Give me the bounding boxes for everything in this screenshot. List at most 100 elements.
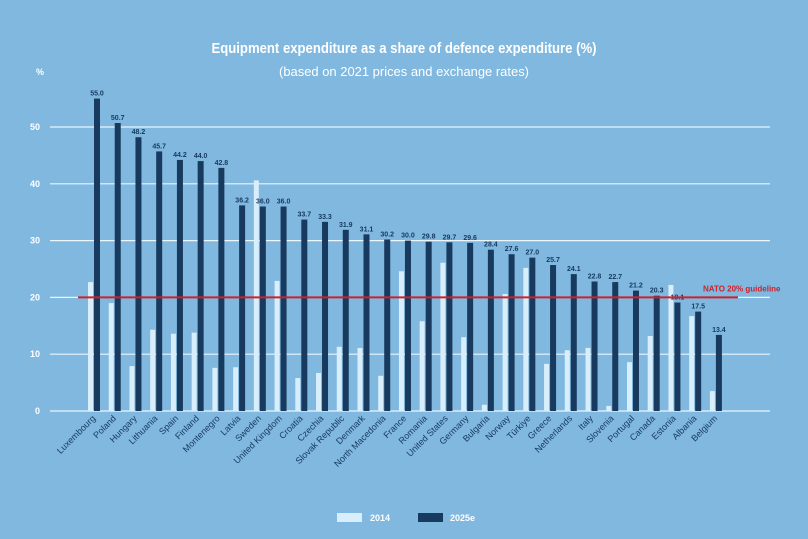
bar-2025e [632,290,639,411]
legend-swatch-2014 [337,513,362,522]
legend-swatch-2025e [418,513,443,522]
bar-2014 [316,372,322,411]
bar-2025e [715,334,722,411]
bar-2014 [398,271,404,411]
bar-2014 [129,366,135,411]
legend-label-2025e: 2025e [450,513,475,523]
y-tick-label: 50 [30,122,40,132]
bar-2014 [336,346,342,411]
data-label-2025e: 44.0 [194,153,208,160]
bar-2025e [404,240,411,411]
bar-2014 [170,333,176,411]
bar-2025e [218,167,225,411]
data-label-2025e: 42.8 [215,160,229,167]
data-label-2025e: 25.7 [546,257,560,264]
bar-2014 [564,350,570,411]
bar-2025e [239,205,246,411]
y-tick-label: 40 [30,179,40,189]
data-label-2025e: 27.0 [526,250,540,257]
y-axis-label: % [36,67,44,77]
bar-2014 [108,303,114,411]
bar-2025e [612,282,619,411]
data-label-2025e: 55.0 [90,91,104,98]
bar-2025e [508,254,515,411]
data-label-2025e: 20.3 [650,288,664,295]
bar-2025e [280,206,287,411]
bar-2014 [233,367,239,411]
legend: 2014 2025e [337,513,475,523]
bar-2025e [135,137,142,411]
data-label-2025e: 29.6 [463,235,477,242]
data-label-2025e: 30.2 [380,231,394,238]
data-label-2025e: 22.8 [588,273,602,280]
data-label-2025e: 36.2 [235,197,249,204]
bar-2014 [502,293,508,411]
bar-2025e [591,281,598,411]
bar-2025e [342,229,349,411]
bar-2014 [606,405,612,411]
bar-2014 [253,180,259,411]
data-label-2025e: 33.3 [318,214,332,221]
data-label-2025e: 31.1 [360,226,374,233]
bar-2014 [626,362,632,411]
y-tick-label: 0 [35,406,40,416]
bar-2014 [544,363,550,411]
bar-2014 [357,347,363,411]
bar-2014 [461,337,467,411]
bar-2014 [150,329,156,411]
bar-2025e [176,159,183,411]
bar-2014 [585,347,591,411]
data-label-2025e: 29.8 [422,234,436,241]
y-tick-label: 20 [30,292,40,302]
bar-2014 [419,321,425,411]
bar-2025e [425,241,432,411]
data-label-2025e: 24.1 [567,266,581,273]
data-label-2025e: 22.7 [608,274,622,281]
bar-2025e [674,302,681,411]
bar-2014 [440,262,446,411]
data-label-2025e: 30.0 [401,233,415,240]
bar-2025e [156,151,163,411]
data-label-2025e: 17.5 [691,304,705,311]
bar-2014 [295,378,301,411]
bar-2025e [114,123,121,412]
data-label-2025e: 50.7 [111,115,125,122]
bar-2014 [647,336,653,411]
bar-2025e [384,239,391,411]
bar-2025e [363,234,370,411]
bar-2025e [467,242,474,411]
data-label-2025e: 45.7 [152,143,166,150]
bar-2025e [487,249,494,411]
chart-subtitle: (based on 2021 prices and exchange rates… [279,64,529,79]
bar-2025e [94,98,100,411]
bar-2025e [570,274,577,411]
bar-2025e [322,221,329,411]
data-label-2025e: 48.2 [132,129,146,136]
data-label-2025e: 29.7 [443,234,457,241]
bar-2014 [709,391,715,411]
bar-2014 [668,284,674,411]
bar-2014 [523,267,529,411]
bar-2014 [689,316,695,411]
bar-2025e [695,311,702,411]
legend-label-2014: 2014 [370,513,390,523]
bar-2025e [653,295,660,411]
data-label-2025e: 21.2 [629,283,643,290]
bar-2014 [378,375,384,411]
data-label-2025e: 36.0 [277,199,291,206]
chart-title: Equipment expenditure as a share of defe… [212,40,597,57]
data-label-2025e: 44.2 [173,152,187,159]
bar-2014 [481,404,487,411]
bar-2025e [529,257,536,411]
nato-guideline-label: NATO 20% guideline [703,284,781,293]
bar-2014 [274,280,280,411]
bar-2025e [259,206,266,411]
bar-2014 [212,367,218,411]
data-label-2025e: 13.4 [712,327,726,334]
bar-2025e [446,242,453,411]
bar-2025e [197,161,204,411]
y-tick-label: 30 [30,236,40,246]
bar-2014 [88,282,93,411]
